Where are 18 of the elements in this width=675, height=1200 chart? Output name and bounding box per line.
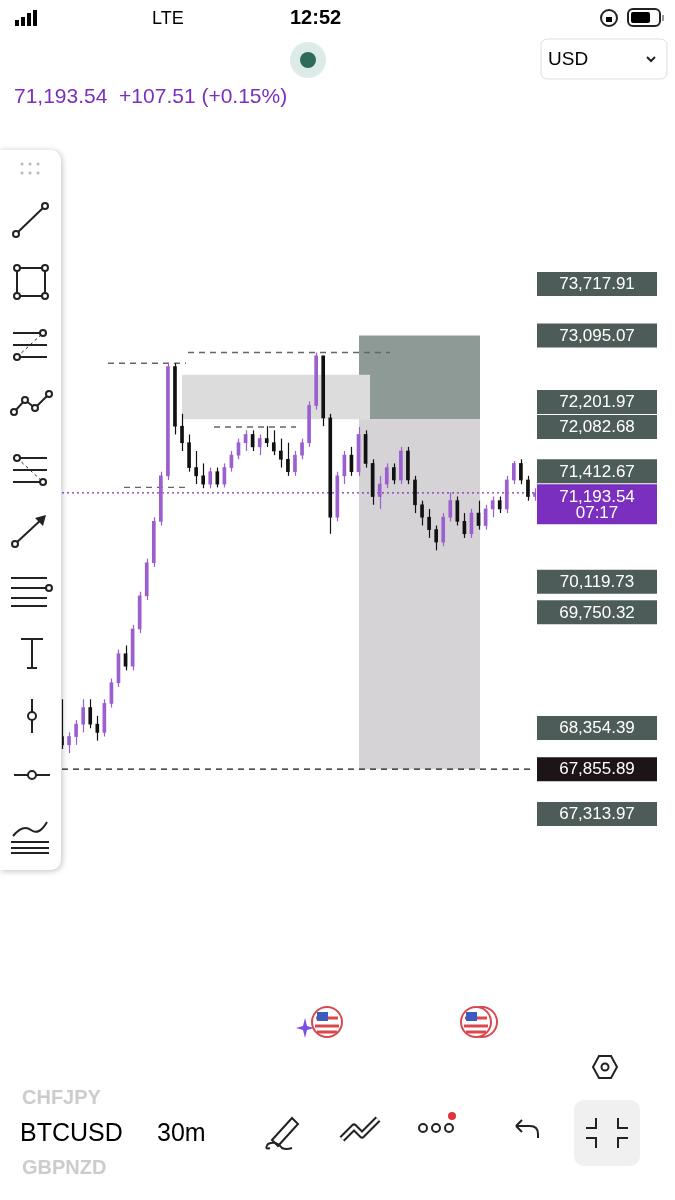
ref-line-label: 71,193.54 bbox=[559, 486, 635, 506]
text: BTCUSD bbox=[20, 1118, 123, 1147]
y-tick-label: 68,354.39 bbox=[559, 718, 635, 738]
y-tick-label: 72,201.97 bbox=[559, 392, 635, 412]
y-tick-label: 69,750.32 bbox=[559, 602, 635, 622]
chart-title: 71,193.54 +107.51 (+0.15%) bbox=[14, 84, 288, 108]
y-tick-label: 73,095.07 bbox=[559, 325, 635, 345]
y-tick-label: 73,717.91 bbox=[559, 274, 635, 294]
y-tick-label: 70,119.73 bbox=[559, 571, 635, 591]
y-tick-label: 72,082.68 bbox=[559, 417, 635, 437]
ref-line-label: 67,855.89 bbox=[559, 759, 635, 779]
text: 07:17 bbox=[575, 503, 619, 523]
text: USD bbox=[548, 48, 589, 70]
text: 30m bbox=[157, 1118, 206, 1147]
text: 12:52 bbox=[290, 6, 342, 29]
text: LTE bbox=[152, 8, 184, 29]
y-tick-label: 67,313.97 bbox=[559, 804, 635, 824]
y-tick-label: 71,412.67 bbox=[559, 461, 635, 481]
